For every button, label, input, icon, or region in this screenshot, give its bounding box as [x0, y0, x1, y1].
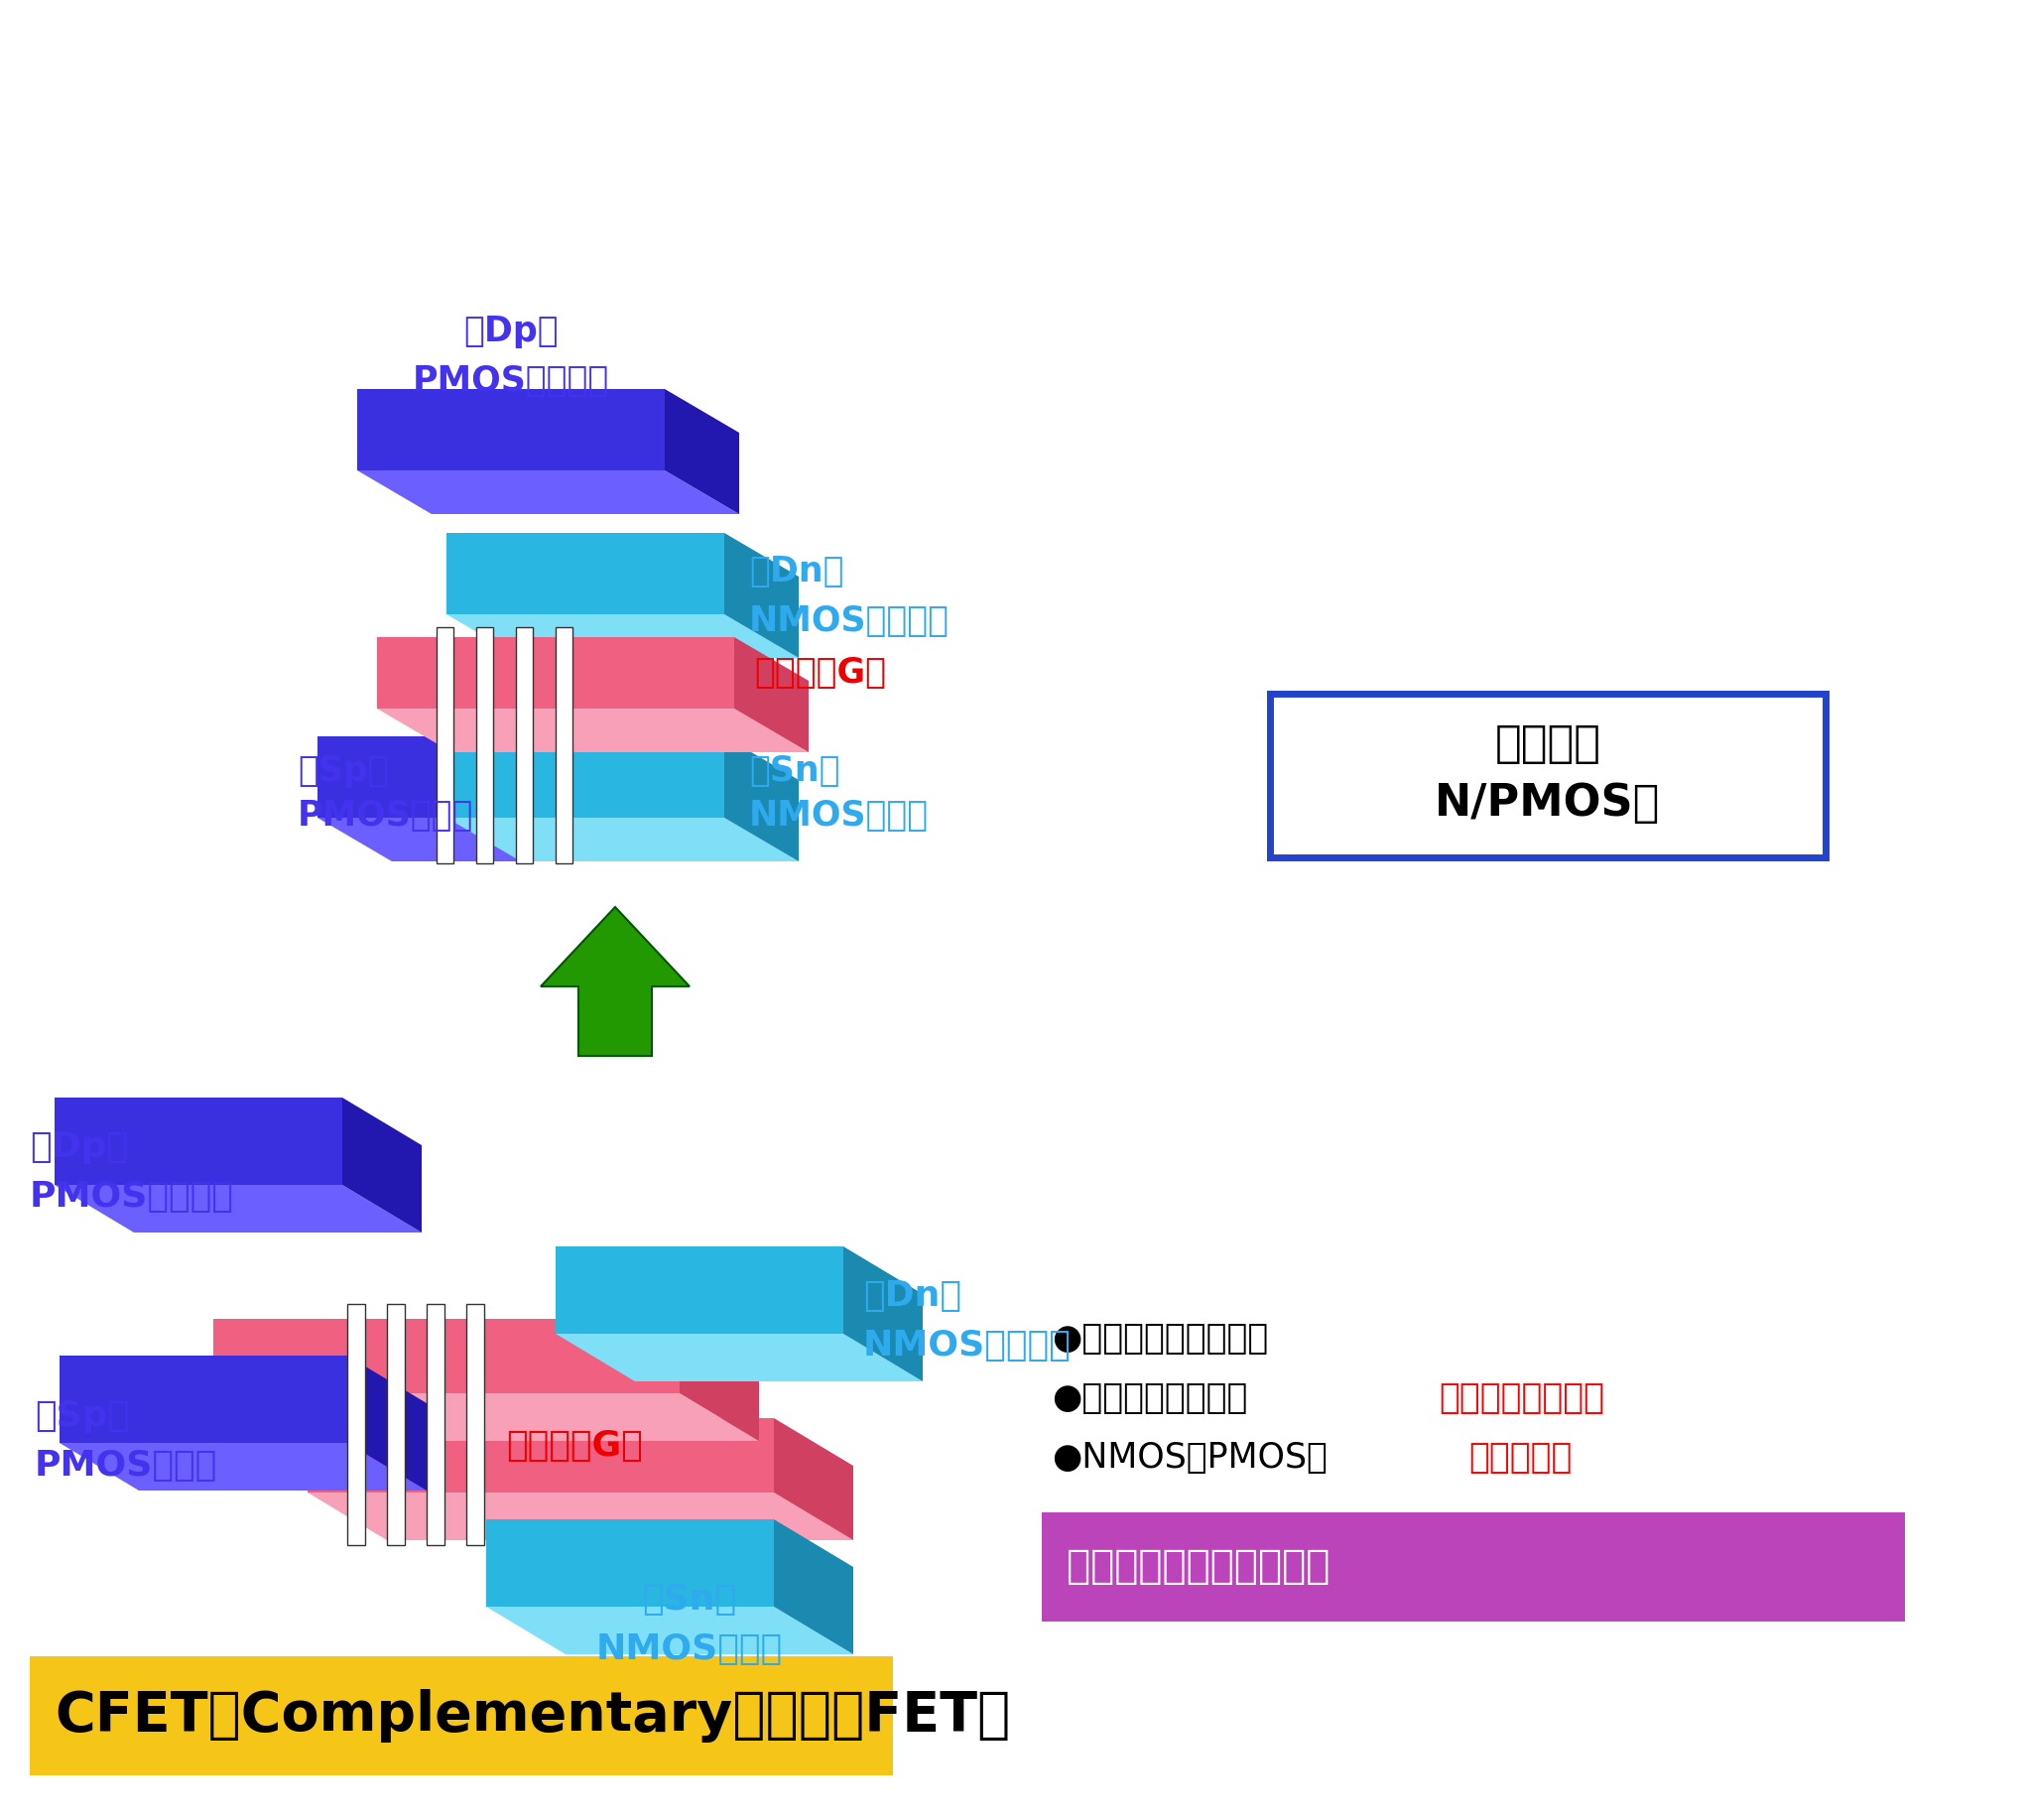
Text: ゲート（G）: ゲート（G） [753, 655, 887, 690]
Polygon shape [446, 533, 725, 615]
FancyBboxPatch shape [346, 1303, 364, 1545]
Text: （Dn）: （Dn） [863, 1279, 962, 1312]
Text: NMOSソース: NMOSソース [595, 1633, 784, 1665]
Text: 上下積層: 上下積層 [1494, 723, 1602, 764]
Polygon shape [318, 817, 670, 861]
Polygon shape [774, 1520, 853, 1654]
FancyBboxPatch shape [1270, 693, 1827, 857]
Text: （Dp）: （Dp） [30, 1130, 128, 1165]
Text: 上下に積層: 上下に積層 [1468, 1441, 1571, 1474]
Polygon shape [59, 1443, 427, 1491]
Polygon shape [680, 1319, 759, 1441]
Text: ゲート（G）: ゲート（G） [506, 1429, 642, 1463]
Text: ●さらなる小型化、: ●さらなる小型化、 [1051, 1381, 1247, 1416]
Polygon shape [774, 1418, 853, 1540]
Text: NMOSドレイン: NMOSドレイン [749, 604, 950, 639]
Polygon shape [55, 1185, 421, 1232]
FancyBboxPatch shape [387, 1303, 405, 1545]
Text: ●制御の難しさが課題: ●制御の難しさが課題 [1051, 1321, 1268, 1356]
Polygon shape [342, 1097, 421, 1232]
Text: PMOSソース: PMOSソース [298, 799, 474, 832]
Text: （Sp）: （Sp） [34, 1400, 130, 1432]
Text: CFET（Complementary【相補】FET）: CFET（Complementary【相補】FET） [55, 1689, 1010, 1742]
Polygon shape [842, 1247, 923, 1381]
Polygon shape [308, 1492, 853, 1540]
FancyBboxPatch shape [516, 628, 533, 863]
Polygon shape [346, 1356, 427, 1491]
Polygon shape [377, 708, 808, 752]
Polygon shape [446, 817, 798, 861]
Polygon shape [446, 615, 798, 659]
Text: NMOSソース: NMOSソース [749, 799, 929, 832]
FancyBboxPatch shape [437, 628, 454, 863]
Polygon shape [356, 470, 739, 513]
Polygon shape [555, 1334, 923, 1381]
Polygon shape [725, 533, 798, 659]
Polygon shape [486, 1520, 774, 1607]
Text: （Dn）: （Dn） [749, 555, 844, 588]
Polygon shape [555, 1247, 842, 1334]
Text: NMOSドレイン: NMOSドレイン [863, 1329, 1071, 1363]
Text: PMOSドレイン: PMOSドレイン [30, 1179, 235, 1214]
Polygon shape [446, 737, 725, 817]
Polygon shape [213, 1394, 759, 1441]
Polygon shape [356, 389, 664, 470]
FancyBboxPatch shape [30, 1656, 893, 1774]
Text: さらなる微細化へ: さらなる微細化へ [1438, 1381, 1604, 1416]
Polygon shape [377, 637, 735, 708]
Polygon shape [725, 737, 798, 861]
Polygon shape [213, 1319, 680, 1394]
Polygon shape [308, 1418, 774, 1492]
Text: 「究極のデバイス構造」: 「究極のデバイス構造」 [1067, 1547, 1330, 1587]
Text: （Sp）: （Sp） [298, 753, 389, 788]
FancyBboxPatch shape [555, 628, 573, 863]
Polygon shape [541, 906, 691, 1056]
Polygon shape [59, 1356, 346, 1443]
Text: PMOSドレイン: PMOSドレイン [413, 364, 610, 399]
FancyBboxPatch shape [466, 1303, 484, 1545]
Polygon shape [318, 737, 595, 817]
Text: （Sn）: （Sn） [749, 753, 840, 788]
Text: PMOSソース: PMOSソース [34, 1449, 217, 1483]
Text: N/PMOSを: N/PMOSを [1436, 781, 1660, 824]
FancyBboxPatch shape [1041, 1512, 1906, 1622]
Text: ●NMOSとPMOSを: ●NMOSとPMOSを [1051, 1441, 1326, 1474]
Polygon shape [664, 389, 739, 513]
Text: （Sn）: （Sn） [642, 1583, 737, 1616]
Polygon shape [55, 1097, 342, 1185]
Polygon shape [486, 1607, 853, 1654]
Text: （Dp）: （Dp） [464, 315, 559, 348]
Polygon shape [595, 737, 670, 861]
FancyBboxPatch shape [476, 628, 494, 863]
Polygon shape [735, 637, 808, 752]
FancyBboxPatch shape [427, 1303, 446, 1545]
